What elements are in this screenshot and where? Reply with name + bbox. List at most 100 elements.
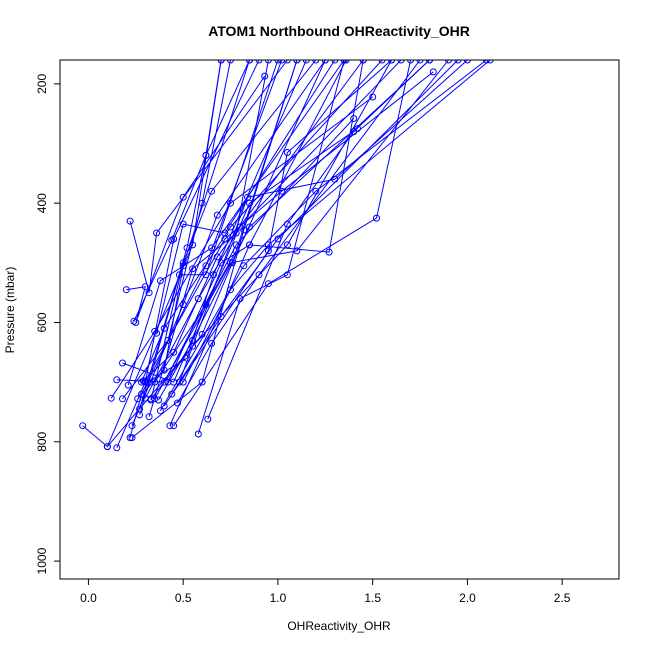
data-point [210,271,217,279]
y-axis: 200 400 600 800 1000 [35,74,61,574]
data-point [213,211,221,219]
data-point [143,378,151,386]
y-tick-label: 200 [35,74,49,94]
data-point [132,319,140,326]
x-tick-label: 1.5 [364,591,381,605]
series-34 [134,60,253,403]
data-point [240,262,248,270]
data-point [228,259,236,267]
data-point [107,394,115,402]
data-point [278,60,286,64]
y-axis-label: Pressure (mbar) [3,267,17,354]
data-point [198,330,206,338]
y-tick-label: 800 [35,431,49,451]
data-point [79,422,87,430]
x-tick-label: 0.5 [175,591,192,605]
data-point [244,193,252,201]
data-point [194,295,202,303]
data-point [179,262,187,270]
data-point [454,60,462,64]
series-line [154,60,449,400]
data-point [183,354,191,362]
data-point [255,60,263,64]
data-point [168,390,176,398]
y-tick-label: 400 [35,193,49,213]
data-point [369,93,377,101]
x-tick-label: 2.0 [459,591,476,605]
plot-data [79,60,494,452]
data-point [160,402,168,410]
data-point [155,396,162,404]
data-point [189,336,197,344]
data-point [147,395,155,403]
chart-title: ATOM1 Northbound OHReactivity_OHR [208,23,470,39]
data-point [151,378,159,386]
data-point [170,348,178,356]
data-point [156,407,164,415]
series-line [137,60,250,400]
data-point [126,434,134,442]
series-line [159,60,487,412]
y-tick-label: 600 [35,312,49,332]
data-point [340,60,348,64]
series-37 [155,60,433,404]
series-line [143,60,364,382]
series-40 [174,60,424,407]
series-line [122,128,358,383]
data-point [166,422,174,430]
series-line [133,60,250,322]
data-point [378,60,386,64]
series-line [182,60,491,383]
data-point [264,241,272,249]
data-point [350,115,358,122]
data-point [145,289,153,297]
series-line [144,71,434,382]
data-point [153,229,161,237]
data-point [130,317,138,325]
data-point [179,220,187,228]
data-point [302,60,310,64]
data-point [134,395,142,403]
series-28 [138,60,386,386]
data-point [293,247,301,255]
data-point [168,236,176,244]
data-point [264,280,272,288]
data-point [183,244,191,252]
series-line [141,60,383,383]
data-point [232,229,240,237]
data-point [217,60,225,64]
data-point [198,378,206,386]
data-point [126,217,134,225]
data-point [145,413,153,421]
data-point [128,434,136,442]
data-point [397,60,405,64]
data-point [164,378,172,386]
series-line [139,60,279,416]
x-tick-label: 2.5 [554,591,571,605]
data-point [208,339,216,347]
data-point [153,329,161,337]
data-point [342,60,350,64]
data-point [119,359,126,367]
x-tick-label: 0.0 [80,591,97,605]
data-point [331,60,339,64]
data-point [213,253,221,261]
data-point [113,444,121,452]
data-point [312,187,320,195]
data-point [164,336,172,344]
data-point [139,377,147,385]
series-line [122,60,231,400]
series-26 [119,60,234,403]
series-6 [128,60,329,430]
data-point [174,399,181,407]
data-point [156,277,164,285]
series-line [150,60,326,400]
data-point [246,223,253,231]
data-point [202,151,210,159]
x-axis: 0.0 0.5 1.0 1.5 2.0 2.5 [80,578,571,605]
series-line [110,96,373,399]
data-point [179,378,187,386]
data-point [321,60,329,64]
